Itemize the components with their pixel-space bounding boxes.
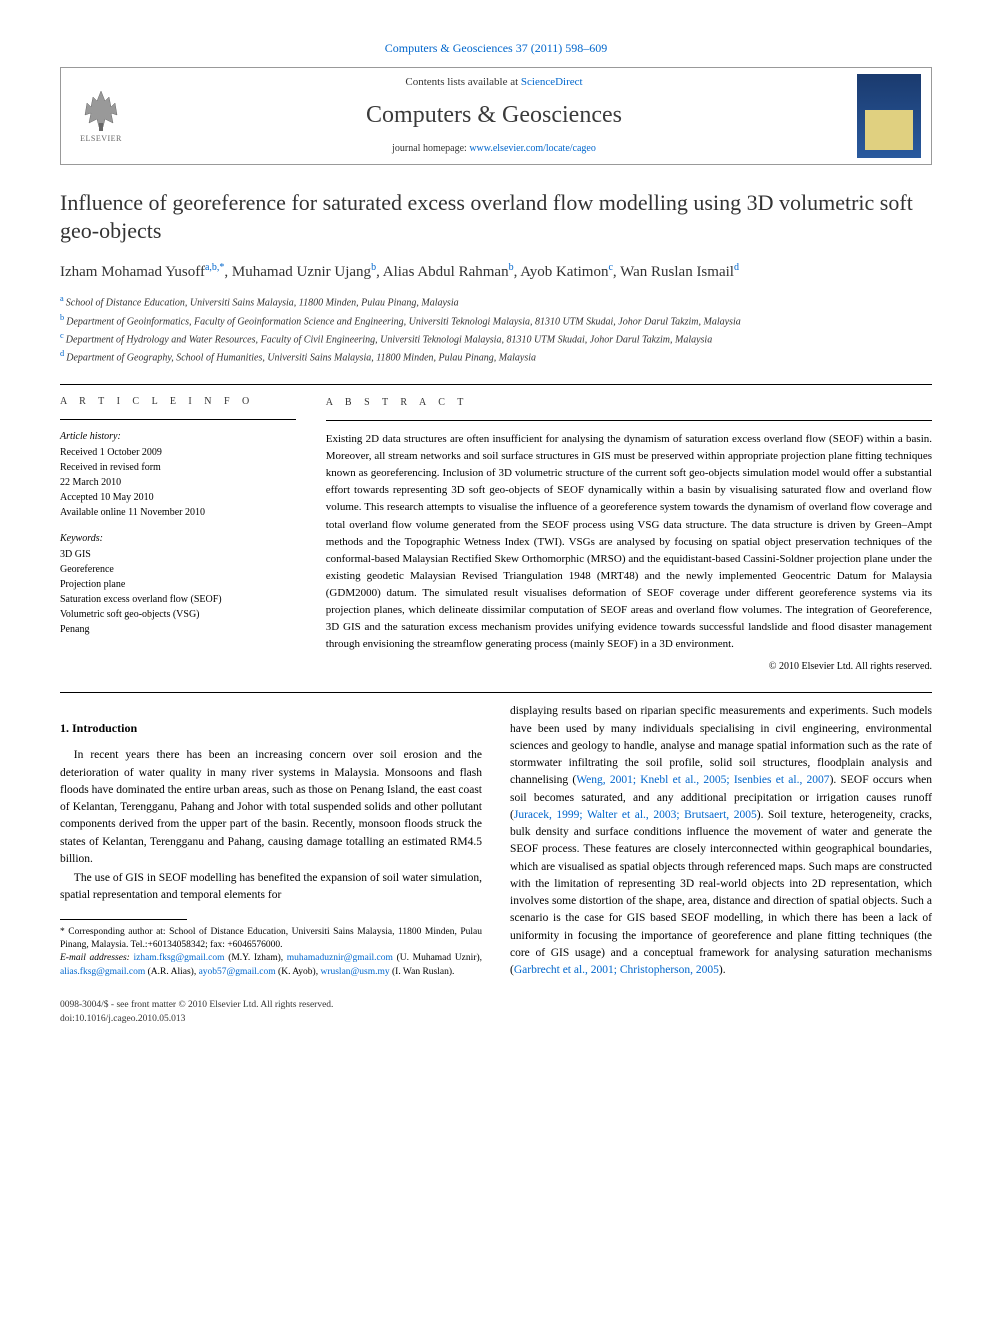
abstract-column: A B S T R A C T Existing 2D data structu… [326,395,932,675]
email-link[interactable]: alias.fksg@gmail.com [60,967,145,977]
abstract-rule [326,420,932,421]
intro-para-3: displaying results based on riparian spe… [510,703,932,979]
article-title: Influence of georeference for saturated … [60,189,932,246]
keyword-item: Penang [60,623,296,637]
body-rule [60,692,932,693]
keyword-item: Georeference [60,563,296,577]
elsevier-tree-icon [77,87,125,131]
contents-line: Contents lists available at ScienceDirec… [141,75,847,90]
keyword-item: Saturation excess overland flow (SEOF) [60,593,296,607]
author-mark: c [608,262,612,273]
affiliation: d Department of Geography, School of Hum… [60,348,932,365]
intro-heading: 1. Introduction [60,719,482,737]
affiliation: a School of Distance Education, Universi… [60,293,932,310]
author: Muhamad Uznir Ujangb [232,264,376,280]
elsevier-logo: ELSEVIER [71,86,131,146]
footnote-rule [60,919,187,920]
author: Ayob Katimonc [520,264,613,280]
history-label: Article history: [60,430,296,444]
homepage-line: journal homepage: www.elsevier.com/locat… [141,142,847,156]
keyword-item: Volumetric soft geo-objects (VSG) [60,608,296,622]
history-block: Received 1 October 2009Received in revis… [60,446,296,520]
publisher-logo-block: ELSEVIER [71,86,131,146]
author: Alias Abdul Rahmanb [383,264,514,280]
author-mark: b [509,262,514,273]
history-item: Received in revised form [60,461,296,475]
email-link[interactable]: izham.fksg@gmail.com [133,953,224,963]
author: Wan Ruslan Ismaild [620,264,739,280]
history-item: Received 1 October 2009 [60,446,296,460]
author-mark: b [371,262,376,273]
header-center: Contents lists available at ScienceDirec… [131,75,857,156]
keyword-item: 3D GIS [60,548,296,562]
journal-header-box: ELSEVIER Contents lists available at Sci… [60,67,932,165]
email-link[interactable]: muhamaduznir@gmail.com [287,953,393,963]
body-column-right: displaying results based on riparian spe… [510,703,932,981]
section-rule [60,384,932,385]
article-info-heading: A R T I C L E I N F O [60,395,296,409]
body-column-left: 1. Introduction In recent years there ha… [60,703,482,981]
abstract-text: Existing 2D data structures are often in… [326,431,932,653]
intro-para-1: In recent years there has been an increa… [60,747,482,868]
homepage-link[interactable]: www.elsevier.com/locate/cageo [469,143,596,154]
abstract-heading: A B S T R A C T [326,395,932,411]
abstract-copyright: © 2010 Elsevier Ltd. All rights reserved… [326,659,932,675]
journal-reference: Computers & Geosciences 37 (2011) 598–60… [60,40,932,57]
email-addresses: E-mail addresses: izham.fksg@gmail.com (… [60,952,482,979]
history-item: Available online 11 November 2010 [60,506,296,520]
page-footer: 0098-3004/$ - see front matter © 2010 El… [60,999,932,1026]
keywords-block: 3D GISGeoreferenceProjection planeSatura… [60,548,296,637]
elsevier-label: ELSEVIER [80,133,122,144]
keyword-item: Projection plane [60,578,296,592]
journal-cover-thumb [857,74,921,158]
footer-left: 0098-3004/$ - see front matter © 2010 El… [60,999,333,1026]
author: Izham Mohamad Yusoffa,b,* [60,264,224,280]
journal-ref-link[interactable]: Computers & Geosciences 37 (2011) 598–60… [385,41,608,55]
contents-prefix: Contents lists available at [405,76,520,88]
body-columns: 1. Introduction In recent years there ha… [60,703,932,981]
homepage-prefix: journal homepage: [392,143,469,154]
journal-name: Computers & Geosciences [141,99,847,133]
footer-issn-line: 0098-3004/$ - see front matter © 2010 El… [60,999,333,1012]
email-link[interactable]: ayob57@gmail.com [199,967,276,977]
affiliations-list: a School of Distance Education, Universi… [60,293,932,365]
info-rule [60,419,296,420]
keywords-label: Keywords: [60,532,296,546]
authors-list: Izham Mohamad Yusoffa,b,*, Muhamad Uznir… [60,260,932,284]
intro-para-2: The use of GIS in SEOF modelling has ben… [60,870,482,905]
author-mark: d [734,262,739,273]
sciencedirect-link[interactable]: ScienceDirect [521,76,583,88]
citation-link[interactable]: Juracek, 1999; Walter et al., 2003; Brut… [514,809,757,821]
history-item: 22 March 2010 [60,476,296,490]
affiliation: c Department of Hydrology and Water Reso… [60,330,932,347]
history-item: Accepted 10 May 2010 [60,491,296,505]
author-mark: a,b,* [205,262,224,273]
citation-link[interactable]: Garbrecht et al., 2001; Christopherson, … [514,964,719,976]
footnotes-block: * Corresponding author at: School of Dis… [60,926,482,979]
email-link[interactable]: wruslan@usm.my [320,967,389,977]
footer-doi-line: doi:10.1016/j.cageo.2010.05.013 [60,1013,333,1026]
info-abstract-row: A R T I C L E I N F O Article history: R… [60,395,932,675]
affiliation: b Department of Geoinformatics, Faculty … [60,312,932,329]
corresponding-author-note: * Corresponding author at: School of Dis… [60,926,482,953]
article-info-column: A R T I C L E I N F O Article history: R… [60,395,296,675]
citation-link[interactable]: Weng, 2001; Knebl et al., 2005; Isenbies… [576,774,829,786]
